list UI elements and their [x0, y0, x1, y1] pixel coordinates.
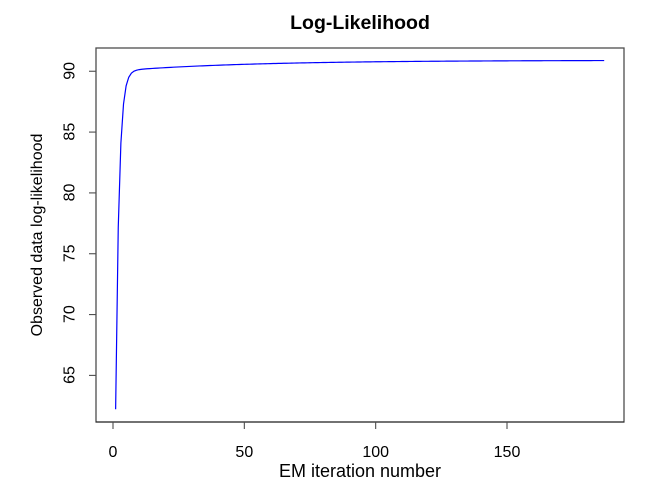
svg-text:80: 80 — [62, 184, 79, 202]
svg-text:70: 70 — [62, 305, 79, 323]
svg-text:50: 50 — [235, 444, 253, 461]
svg-text:85: 85 — [62, 123, 79, 141]
svg-text:65: 65 — [62, 366, 79, 384]
svg-text:90: 90 — [62, 62, 79, 80]
svg-text:Observed data log-likelihood: Observed data log-likelihood — [29, 134, 46, 337]
svg-text:100: 100 — [362, 444, 389, 461]
svg-text:75: 75 — [62, 244, 79, 262]
svg-text:EM iteration number: EM iteration number — [279, 461, 441, 480]
svg-text:Log-Likelihood: Log-Likelihood — [290, 12, 430, 34]
svg-text:150: 150 — [494, 444, 521, 461]
svg-text:0: 0 — [109, 444, 118, 461]
